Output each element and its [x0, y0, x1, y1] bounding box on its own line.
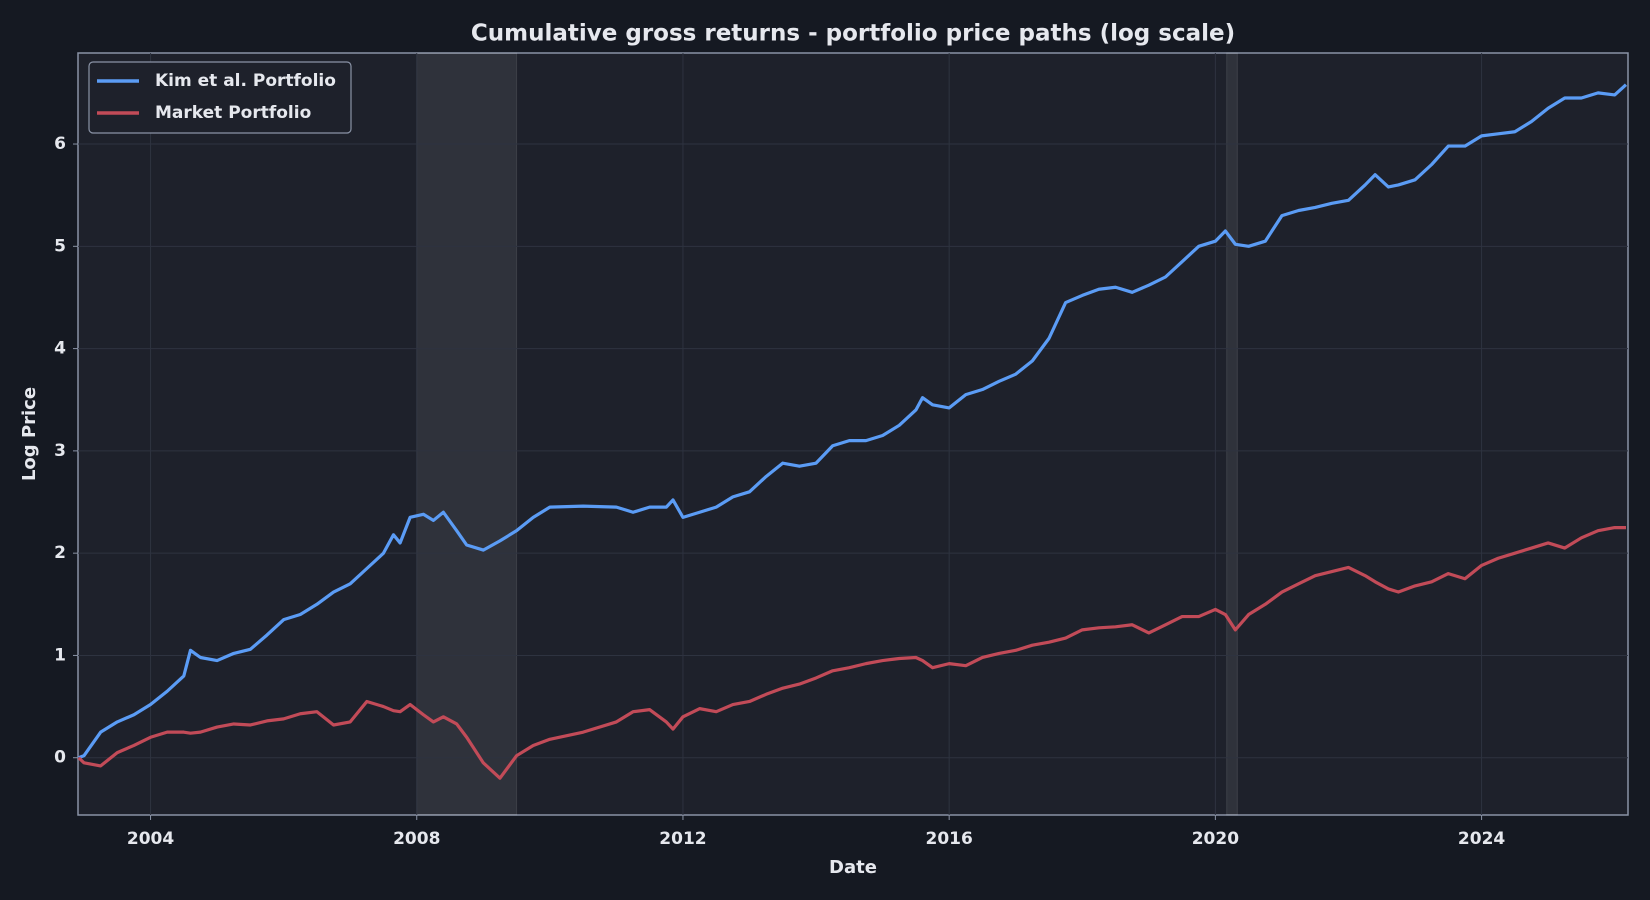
legend-box [88, 61, 352, 134]
y-tick-label: 5 [54, 236, 66, 256]
shaded-region [416, 52, 518, 816]
x-tick-label: 2012 [659, 829, 706, 849]
x-tick-label: 2008 [393, 829, 440, 849]
legend-label: Market Portfolio [155, 103, 311, 123]
chart-title: Cumulative gross returns - portfolio pri… [471, 21, 1235, 47]
series-line [78, 83, 1628, 760]
plot-area [77, 52, 1629, 816]
x-tick-label: 2020 [1192, 829, 1239, 849]
x-tick-label: 2024 [1458, 829, 1505, 849]
x-axis-label: Date [829, 857, 877, 878]
x-tick-label: 2004 [127, 829, 174, 849]
y-tick-label: 3 [54, 441, 66, 461]
x-tick-label: 2016 [926, 829, 973, 849]
y-tick-label: 2 [54, 543, 66, 563]
y-tick-label: 6 [54, 134, 66, 154]
shaded-region [1226, 52, 1238, 816]
legend-label: Kim et al. Portfolio [155, 71, 336, 91]
y-tick-label: 4 [54, 339, 66, 359]
y-tick-label: 1 [54, 645, 66, 665]
y-axis-label: Log Price [19, 387, 40, 481]
series-line [77, 525, 1626, 780]
y-tick-label: 0 [54, 748, 66, 768]
